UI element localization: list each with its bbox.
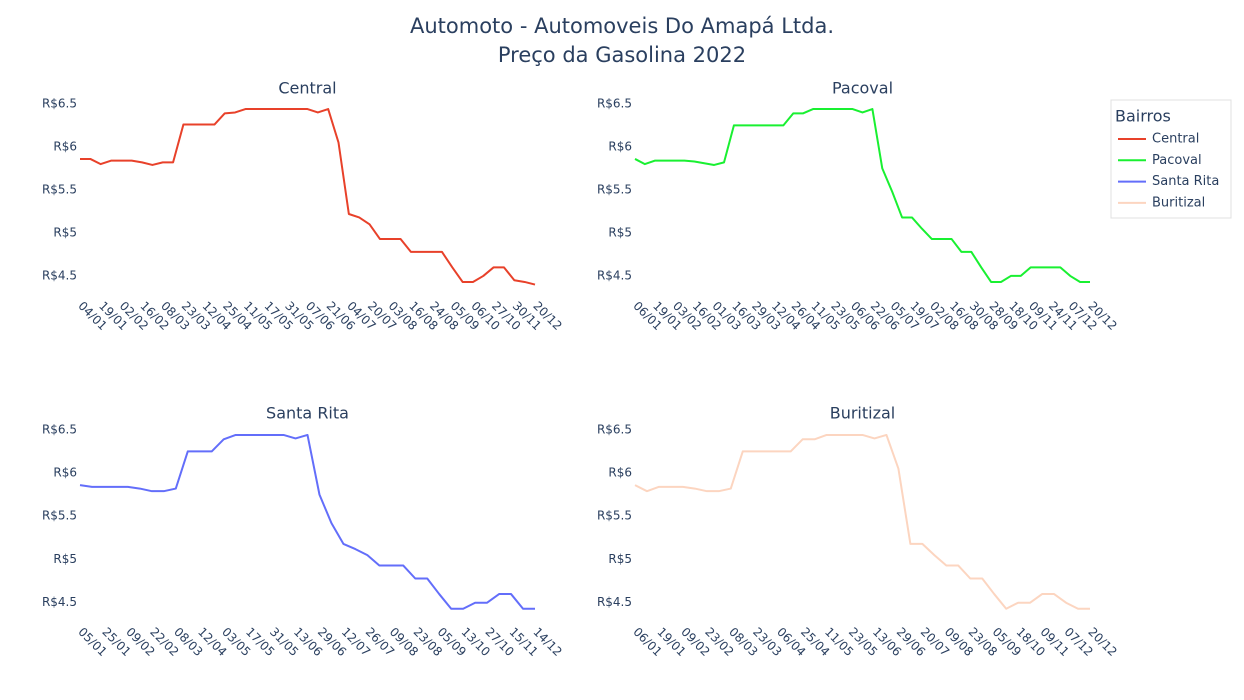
legend-label: Buritizal	[1152, 195, 1205, 210]
y-tick-label: R$5.5	[42, 182, 77, 196]
legend-title: Bairros	[1115, 107, 1171, 126]
line-series	[634, 433, 1090, 610]
y-tick-label: R$6.5	[42, 422, 77, 436]
line-series	[80, 108, 536, 286]
y-tick-label: R$5	[608, 552, 632, 566]
legend-box	[1110, 99, 1232, 219]
legend-label: Central	[1152, 132, 1199, 147]
y-tick-label: R$5.5	[42, 509, 77, 523]
y-tick-label: R$5	[608, 225, 632, 239]
y-tick-label: R$4.5	[42, 268, 77, 282]
subplot-title: Central	[278, 79, 336, 98]
legend-label: Pacoval	[1152, 153, 1202, 168]
y-tick-label: R$4.5	[597, 595, 632, 609]
y-tick-label: R$6	[53, 139, 77, 153]
y-tick-label: R$6	[608, 466, 632, 480]
y-tick-label: R$5.5	[597, 509, 632, 523]
y-tick-label: R$6.5	[597, 422, 632, 436]
y-tick-label: R$4.5	[42, 595, 77, 609]
y-tick-label: R$5	[53, 552, 77, 566]
y-tick-label: R$5.5	[597, 182, 632, 196]
subplot-title: Buritizal	[830, 404, 896, 423]
chart-subtitle: Preço da Gasolina 2022	[498, 43, 746, 67]
subplot-title: Pacoval	[832, 79, 893, 98]
legend-label: Santa Rita	[1152, 174, 1219, 189]
y-tick-label: R$6.5	[597, 96, 632, 110]
y-tick-label: R$6.5	[42, 96, 77, 110]
y-tick-label: R$5	[53, 225, 77, 239]
y-tick-label: R$4.5	[597, 268, 632, 282]
y-tick-label: R$6	[53, 466, 77, 480]
line-series	[79, 433, 535, 610]
line-series	[634, 108, 1090, 283]
y-tick-label: R$6	[608, 139, 632, 153]
subplot-title: Santa Rita	[266, 404, 349, 423]
chart-title: Automoto - Automoveis Do Amapá Ltda.	[410, 14, 834, 38]
